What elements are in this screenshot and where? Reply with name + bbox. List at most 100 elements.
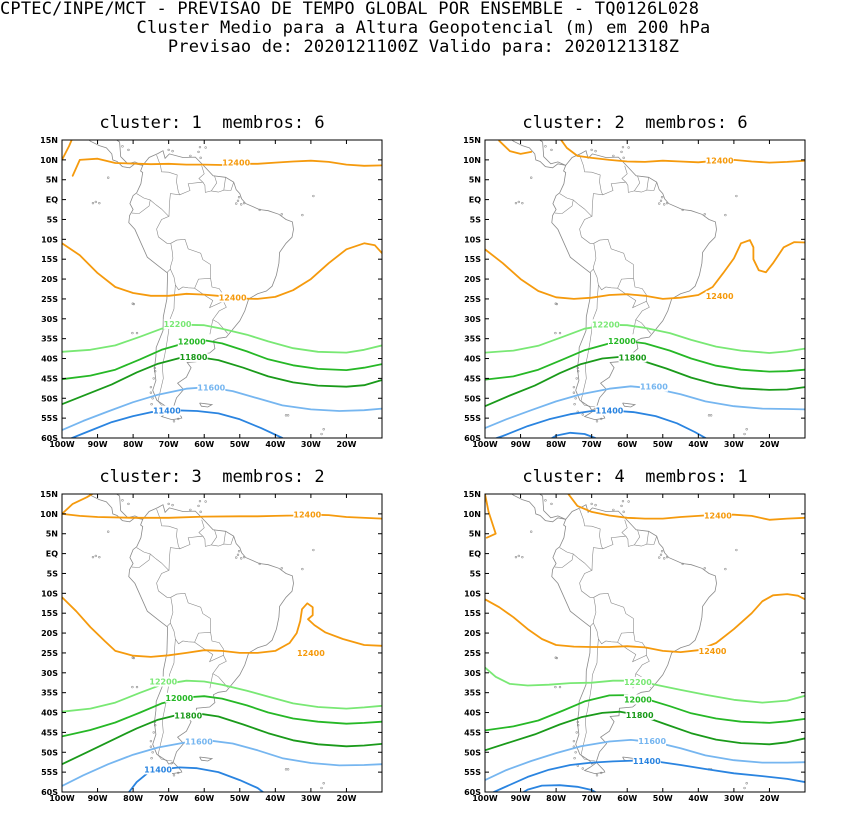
country-border bbox=[580, 638, 599, 762]
country-border bbox=[156, 193, 180, 244]
country-border bbox=[156, 547, 180, 598]
lat-label: 35S bbox=[464, 689, 481, 698]
island bbox=[554, 302, 557, 305]
island bbox=[236, 199, 240, 202]
lon-label: 70W bbox=[582, 794, 602, 803]
geopotential-map: 11400 11600 11800 12000 12200 12400 12400 15N 10… bbox=[463, 136, 806, 449]
country-border bbox=[157, 638, 176, 762]
contour-label: 12000 bbox=[178, 337, 206, 346]
island bbox=[554, 656, 557, 659]
contour-label-bg bbox=[184, 736, 213, 747]
island bbox=[620, 504, 623, 508]
island bbox=[135, 331, 139, 335]
contour-label-bg bbox=[177, 336, 206, 347]
lat-label: 25S bbox=[41, 649, 58, 658]
contour-12400 bbox=[62, 513, 382, 520]
island bbox=[286, 768, 290, 771]
contour-label: 11800 bbox=[180, 353, 208, 362]
island bbox=[550, 148, 553, 152]
island bbox=[576, 720, 580, 724]
lat-label: 55S bbox=[41, 768, 58, 777]
contour-label-bg bbox=[174, 710, 203, 721]
country-border bbox=[150, 199, 169, 217]
island bbox=[660, 196, 664, 199]
contour-12200 bbox=[62, 679, 382, 713]
island bbox=[707, 414, 711, 417]
island bbox=[198, 492, 200, 494]
country-border bbox=[166, 243, 174, 273]
country-border bbox=[170, 622, 211, 645]
country-border bbox=[170, 268, 211, 291]
contour-label-bg bbox=[618, 352, 647, 363]
lon-label: 60W bbox=[617, 440, 637, 449]
island bbox=[312, 194, 315, 198]
lat-label: 5S bbox=[47, 569, 59, 578]
lat-label: 40S bbox=[464, 709, 481, 718]
lat-label: EQ bbox=[469, 196, 481, 205]
island bbox=[172, 774, 176, 777]
contour-label: 12400 bbox=[293, 510, 321, 519]
contour-12200 bbox=[485, 666, 805, 704]
contour-12000 bbox=[62, 695, 382, 738]
contour-12400 bbox=[485, 593, 805, 653]
contour-label-bg bbox=[293, 509, 322, 520]
island bbox=[620, 150, 623, 154]
lat-label: 10S bbox=[41, 235, 58, 244]
lat-label: 50S bbox=[41, 394, 58, 403]
lat-label: 40S bbox=[41, 355, 58, 364]
lat-label: 20S bbox=[41, 275, 58, 284]
contour-label: 11400 bbox=[153, 407, 181, 416]
island bbox=[94, 554, 97, 558]
country-border bbox=[580, 284, 599, 408]
lat-label: 35S bbox=[464, 335, 481, 344]
country-border bbox=[617, 632, 647, 663]
island bbox=[322, 782, 325, 785]
lon-label: 20W bbox=[759, 440, 779, 449]
country-border bbox=[179, 519, 205, 550]
country-border bbox=[170, 592, 211, 633]
contour-label-bg bbox=[165, 692, 194, 703]
island bbox=[612, 508, 615, 512]
island bbox=[235, 202, 238, 205]
coastline bbox=[115, 140, 143, 166]
cluster-panel-2: cluster: 2 membros: 6 11400 11600 11800 120… bbox=[423, 112, 847, 468]
lon-label: 100W bbox=[49, 440, 75, 449]
lon-label: 100W bbox=[49, 794, 75, 803]
lon-label: 30W bbox=[301, 440, 321, 449]
lat-label: 45S bbox=[41, 728, 58, 737]
contour-12400 bbox=[62, 596, 382, 658]
lat-label: 15S bbox=[464, 609, 481, 618]
country-border bbox=[131, 547, 151, 568]
island bbox=[149, 739, 153, 743]
lat-label: 5N bbox=[46, 530, 58, 539]
country-border bbox=[593, 268, 634, 291]
island bbox=[735, 548, 738, 552]
contour-label-bg bbox=[705, 155, 734, 166]
island bbox=[242, 555, 246, 559]
contour-11800 bbox=[62, 356, 382, 406]
island bbox=[558, 331, 562, 335]
island bbox=[612, 154, 615, 158]
contour-label: 12400 bbox=[297, 649, 325, 658]
island bbox=[627, 146, 630, 149]
island bbox=[544, 145, 547, 148]
island bbox=[554, 685, 557, 689]
contour-label-bg bbox=[218, 292, 247, 303]
country-border bbox=[202, 175, 218, 193]
island bbox=[204, 500, 207, 503]
island bbox=[322, 428, 325, 431]
lat-label: 15N bbox=[463, 490, 481, 499]
contour-12200 bbox=[485, 323, 805, 354]
contour-label-bg bbox=[703, 510, 732, 521]
island bbox=[658, 202, 661, 205]
island bbox=[514, 555, 518, 559]
island bbox=[659, 553, 663, 556]
island bbox=[681, 439, 683, 441]
island bbox=[517, 200, 520, 204]
contour-label-bg bbox=[591, 319, 620, 330]
lat-label: EQ bbox=[469, 550, 481, 559]
lat-label: 45S bbox=[464, 728, 481, 737]
lat-label: 40S bbox=[41, 709, 58, 718]
country-border bbox=[589, 243, 597, 273]
lon-label: 90W bbox=[511, 440, 531, 449]
